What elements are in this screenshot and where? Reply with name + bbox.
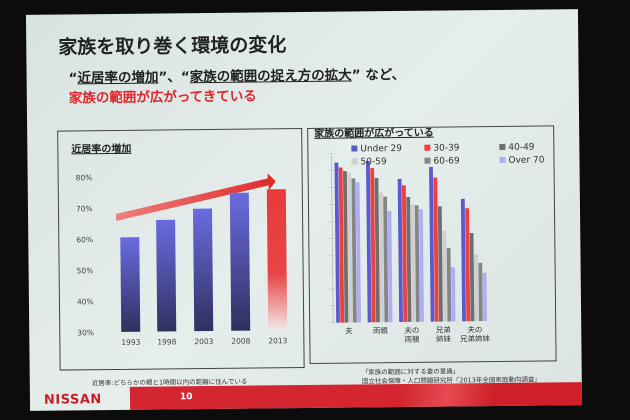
x-tick-label: 2008 [231,337,250,346]
legend-label: 50-59 [360,157,387,167]
bar-60-69-1 [383,196,389,323]
legend-label: 40-49 [508,143,535,153]
bar-2013 [266,189,288,331]
bar-50-59-2 [410,204,416,322]
bar-50-59-0 [347,172,353,323]
bar-40-49-0 [342,171,349,323]
y-axis [331,153,334,323]
y-tick-label: 30% [77,328,94,337]
y-tick-label: 80% [76,173,93,182]
bar-60-69-3 [446,247,452,322]
bar-over-70-4 [482,272,487,322]
x-tick-label: 2013 [268,336,287,345]
bar-50-59-4 [474,254,479,322]
bar-over-70-3 [451,267,456,322]
y-tick-label: 50% [77,266,94,275]
bar-50-59-1 [378,192,385,323]
chart-title: 家族の範囲が広がっている [314,126,434,140]
bar-2003 [192,208,214,332]
bar-2008 [229,192,251,331]
legend-swatch [499,156,506,163]
page-number: 10 [179,392,193,403]
category-label: 姉妹 [436,333,452,343]
bar-under-29-1 [365,160,372,323]
bar-60-69-4 [478,262,483,322]
bar-under-29-2 [397,178,403,323]
y-tick-label: 60% [76,235,93,244]
bar-1998 [156,219,177,332]
bar-over-70-1 [387,211,393,323]
legend-label: Under 29 [360,144,402,154]
category-label: 夫 [345,325,353,335]
presentation-slide: 家族を取り巻く環境の変化 “近居率の増加”、“家族の範囲の捉え方の拡大” など、… [25,9,583,411]
trend-arrow [116,173,276,221]
nissan-logo: NISSAN [43,392,102,408]
bar-30-39-1 [370,168,376,323]
x-tick-label: 1998 [157,337,176,346]
footer-red-bar [129,382,583,410]
y-tick-label: 70% [76,204,93,213]
legend-swatch [499,143,506,150]
category-label: 夫の [467,324,482,334]
charts-canvas: 近居率の増加 30% 40% 50% 60% 70% 80% 1993 1998 2003 2008… [71,126,545,347]
bar-60-69-0 [351,178,357,323]
chart-title: 近居率の増加 [71,142,131,156]
bar-40-49-1 [374,178,380,323]
bar-under-29-3 [429,166,435,322]
bar-40-49-4 [469,233,475,322]
bar-60-69-2 [414,205,420,322]
legend-swatch [424,144,431,151]
x-tick-label: 2003 [194,337,213,346]
legend-label: 30-39 [433,143,460,153]
bar-1993 [120,237,141,332]
bar-over-70-0 [355,182,361,323]
bar-over-70-2 [419,209,424,322]
bar-under-29-0 [334,162,340,323]
bar-under-29-4 [460,198,466,322]
y-tick-label: 40% [77,297,94,306]
bar-30-39-4 [465,208,471,322]
legend-swatch [424,157,431,164]
bar-40-49-3 [437,206,443,322]
legend-label: 60-69 [433,156,460,166]
category-label: 夫の [404,325,419,335]
category-label: 両親 [404,334,420,344]
legend-swatch [351,158,358,165]
bar-30-39-2 [401,185,408,322]
bar-30-39-0 [338,167,345,323]
bar-30-39-3 [433,177,439,322]
legend-swatch [351,145,358,152]
bar-50-59-3 [442,231,448,322]
x-tick-label: 1993 [121,338,140,347]
bar-40-49-2 [406,196,412,322]
category-label: 兄弟姉妹 [460,333,491,343]
category-label: 両親 [373,325,389,335]
category-label: 兄弟 [436,324,451,334]
legend-label: Over 70 [508,155,544,165]
